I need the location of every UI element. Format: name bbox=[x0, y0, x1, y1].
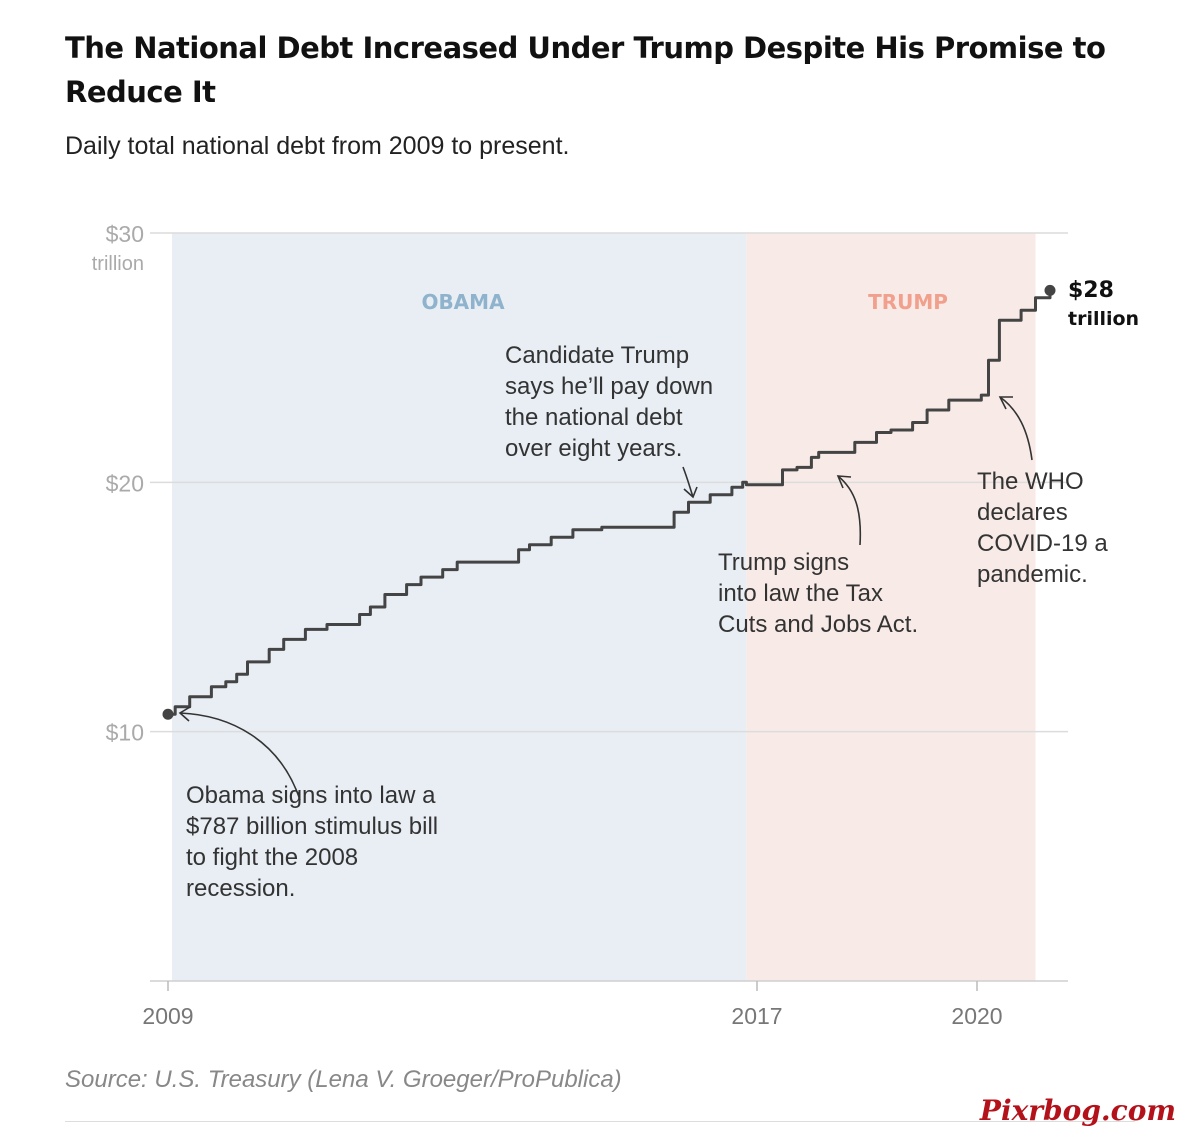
region-label-obama: OBAMA bbox=[421, 290, 505, 314]
region-trump bbox=[746, 233, 1036, 981]
annotation-4-arrowhead bbox=[998, 396, 1013, 410]
annotation-2-arrow bbox=[682, 466, 694, 498]
chart-subtitle: Daily total national debt from 2009 to p… bbox=[65, 132, 570, 160]
region-obama bbox=[172, 233, 747, 981]
annotation-4-line: COVID-19 a bbox=[977, 530, 1108, 557]
x-tick-label: 2020 bbox=[951, 1003, 1002, 1029]
annotation-2-line: the national debt bbox=[505, 404, 683, 431]
annotation-3-line: Cuts and Jobs Act. bbox=[718, 611, 918, 638]
annotation-1-line: $787 billion stimulus bill bbox=[186, 813, 438, 840]
y-tick-label: $20 bbox=[106, 470, 144, 496]
y-tick-label: $10 bbox=[106, 720, 144, 746]
y-tick-unit: trillion bbox=[92, 253, 144, 275]
debt-chart: OBAMA TRUMP $30 trillion $20 $10 2009 2017 202… bbox=[92, 221, 1139, 1029]
annotation-2-line: says he’ll pay down bbox=[505, 373, 713, 400]
annotation-1-line: recession. bbox=[186, 875, 295, 902]
annotation-3-line: Trump signs bbox=[718, 549, 849, 576]
annotation-3-line: into law the Tax bbox=[718, 580, 883, 607]
start-point bbox=[162, 708, 174, 720]
watermark: Pixrbog.com bbox=[979, 1094, 1176, 1127]
source-note: Source: U.S. Treasury (Lena V. Groeger/P… bbox=[65, 1066, 622, 1093]
annotation-4-line: declares bbox=[977, 499, 1068, 526]
end-value-unit: trillion bbox=[1068, 308, 1139, 330]
end-point bbox=[1044, 284, 1056, 296]
annotation-1-line: Obama signs into law a bbox=[186, 782, 436, 809]
y-tick-label: $30 bbox=[106, 221, 144, 247]
x-tick-label: 2017 bbox=[731, 1003, 782, 1029]
annotation-2-arrowhead bbox=[683, 486, 698, 499]
annotation-4-arrow bbox=[999, 396, 1033, 461]
x-tick-label: 2009 bbox=[142, 1003, 193, 1029]
annotation-3-arrowhead bbox=[836, 475, 852, 489]
annotation-2-line: over eight years. bbox=[505, 435, 682, 462]
annotation-4-line: The WHO bbox=[977, 468, 1084, 495]
annotation-1-arrowhead bbox=[178, 706, 191, 722]
annotation-3-arrow bbox=[837, 475, 862, 546]
annotation-4-line: pandemic. bbox=[977, 561, 1088, 588]
region-label-trump: TRUMP bbox=[868, 290, 948, 314]
end-value-label: $28 bbox=[1068, 278, 1114, 303]
chart-title: The National Debt Increased Under Trump … bbox=[65, 31, 1106, 109]
annotation-1-arrow bbox=[179, 712, 301, 801]
annotation-2-line: Candidate Trump bbox=[505, 342, 689, 369]
footer-divider bbox=[65, 1121, 1135, 1122]
annotation-1-line: to fight the 2008 bbox=[186, 844, 358, 871]
debt-line bbox=[168, 290, 1052, 716]
